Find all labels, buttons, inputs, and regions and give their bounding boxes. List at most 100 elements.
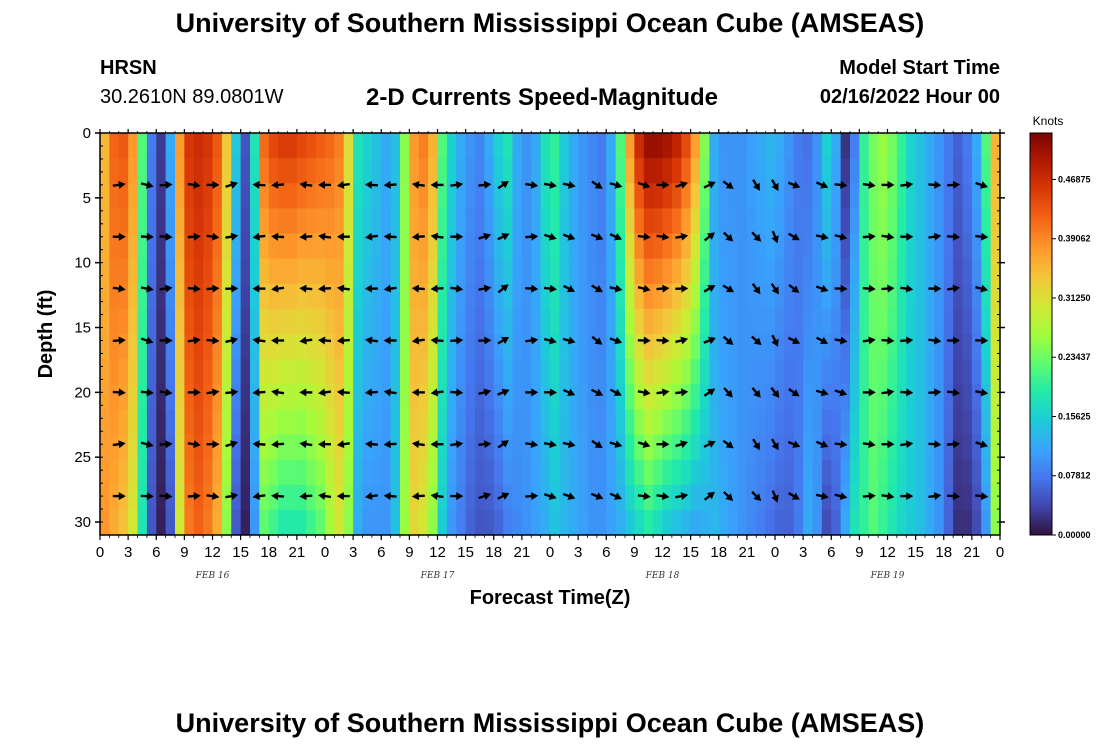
- heatmap-cell: [353, 158, 364, 184]
- heatmap-cell: [784, 509, 795, 535]
- heatmap-cell: [896, 509, 907, 535]
- current-arrow: [450, 492, 464, 501]
- heatmap-cell: [259, 208, 270, 235]
- colorbar-tick-label: 0.23437: [1058, 352, 1091, 362]
- current-arrow: [834, 440, 848, 449]
- current-arrow: [336, 284, 350, 293]
- heatmap-cell: [137, 484, 148, 511]
- heatmap-cell: [784, 233, 795, 260]
- heatmap-cell: [925, 158, 935, 184]
- heatmap-cell: [118, 133, 129, 159]
- heatmap-cell: [165, 459, 176, 486]
- heatmap-cell: [400, 434, 410, 461]
- heatmap-cell: [812, 283, 823, 310]
- x-tick-label: 21: [964, 544, 981, 561]
- current-arrow: [112, 232, 126, 241]
- heatmap-cell: [615, 133, 626, 159]
- heatmap-cell: [934, 133, 945, 159]
- heatmap-cell: [465, 183, 476, 209]
- heatmap-cell: [175, 283, 185, 310]
- heatmap-cell: [100, 308, 110, 335]
- heatmap-cell: [118, 158, 129, 184]
- heatmap-cell: [981, 384, 992, 410]
- heatmap-cell: [700, 308, 710, 335]
- heatmap-cell: [325, 208, 335, 235]
- current-arrow: [364, 492, 379, 501]
- heatmap-cell: [756, 283, 767, 310]
- heatmap-cell: [765, 509, 776, 535]
- heatmap-cell: [221, 208, 232, 235]
- heatmap-cell: [128, 233, 139, 260]
- heatmap-cell: [953, 283, 964, 310]
- heatmap-cell: [184, 183, 195, 209]
- heatmap-cell: [128, 334, 139, 360]
- heatmap-cell: [203, 434, 214, 461]
- heatmap-cell: [128, 183, 139, 209]
- heatmap-cell: [371, 459, 382, 486]
- heatmap-cell: [325, 308, 335, 335]
- current-arrow: [975, 181, 988, 189]
- heatmap-cell: [906, 434, 917, 461]
- heatmap-cell: [906, 183, 917, 209]
- heatmap-cell: [390, 208, 401, 235]
- heatmap-cell: [193, 509, 204, 535]
- heatmap-cell: [118, 384, 129, 410]
- heatmap-cell: [718, 208, 729, 235]
- heatmap-cell: [428, 208, 439, 235]
- heatmap-cell: [709, 484, 720, 511]
- heatmap-cell: [840, 334, 851, 360]
- heatmap-cell: [390, 334, 401, 360]
- heatmap-cell: [446, 158, 457, 184]
- heatmap-cell: [193, 359, 204, 385]
- current-arrow: [928, 284, 942, 293]
- heatmap-cell: [381, 384, 392, 410]
- heatmap-cell: [925, 409, 935, 436]
- current-arrow: [834, 284, 848, 293]
- heatmap-cell: [334, 158, 345, 184]
- x-tick-label: 9: [405, 544, 413, 561]
- heatmap-cell: [268, 258, 279, 285]
- heatmap-cell: [700, 183, 710, 209]
- heatmap-cell: [296, 183, 307, 209]
- heatmap-cell: [306, 459, 317, 486]
- heatmap-cell: [625, 133, 635, 159]
- heatmap-cell: [343, 133, 354, 159]
- heatmap-cell: [165, 183, 176, 209]
- colorbar-tick-label: 0.39062: [1058, 234, 1091, 244]
- heatmap-cell: [231, 183, 242, 209]
- current-arrow: [946, 388, 961, 397]
- heatmap-cell: [625, 208, 635, 235]
- heatmap-cell: [671, 133, 682, 159]
- heatmap-cell: [540, 434, 551, 461]
- heatmap-cell: [165, 334, 176, 360]
- current-arrow: [862, 336, 876, 345]
- heatmap-cell: [203, 183, 214, 209]
- heatmap-cell: [868, 359, 879, 385]
- heatmap-cell: [868, 409, 879, 436]
- heatmap-cell: [821, 334, 832, 360]
- heatmap-cell: [831, 359, 842, 385]
- heatmap-cell: [175, 308, 185, 335]
- heatmap-cell: [437, 409, 448, 436]
- current-arrow: [543, 440, 557, 449]
- heatmap-cell: [971, 459, 982, 486]
- current-arrow: [187, 284, 201, 293]
- heatmap-cell: [746, 434, 757, 461]
- heatmap-cell: [184, 334, 195, 360]
- heatmap-cell: [212, 409, 223, 436]
- heatmap-cell: [812, 434, 823, 461]
- current-arrow: [675, 336, 689, 345]
- heatmap-cell: [690, 158, 701, 184]
- heatmap-cell: [700, 208, 710, 235]
- heatmap-cell: [746, 183, 757, 209]
- current-arrow: [637, 492, 651, 501]
- heatmap-cell: [756, 208, 767, 235]
- heatmap-cell: [709, 509, 720, 535]
- current-arrow: [900, 492, 914, 501]
- heatmap-cell: [475, 208, 485, 235]
- heatmap-cell: [137, 183, 148, 209]
- heatmap-cell: [831, 434, 842, 461]
- heatmap-cell: [775, 133, 785, 159]
- heatmap-cell: [784, 459, 795, 486]
- heatmap-cell: [868, 434, 879, 461]
